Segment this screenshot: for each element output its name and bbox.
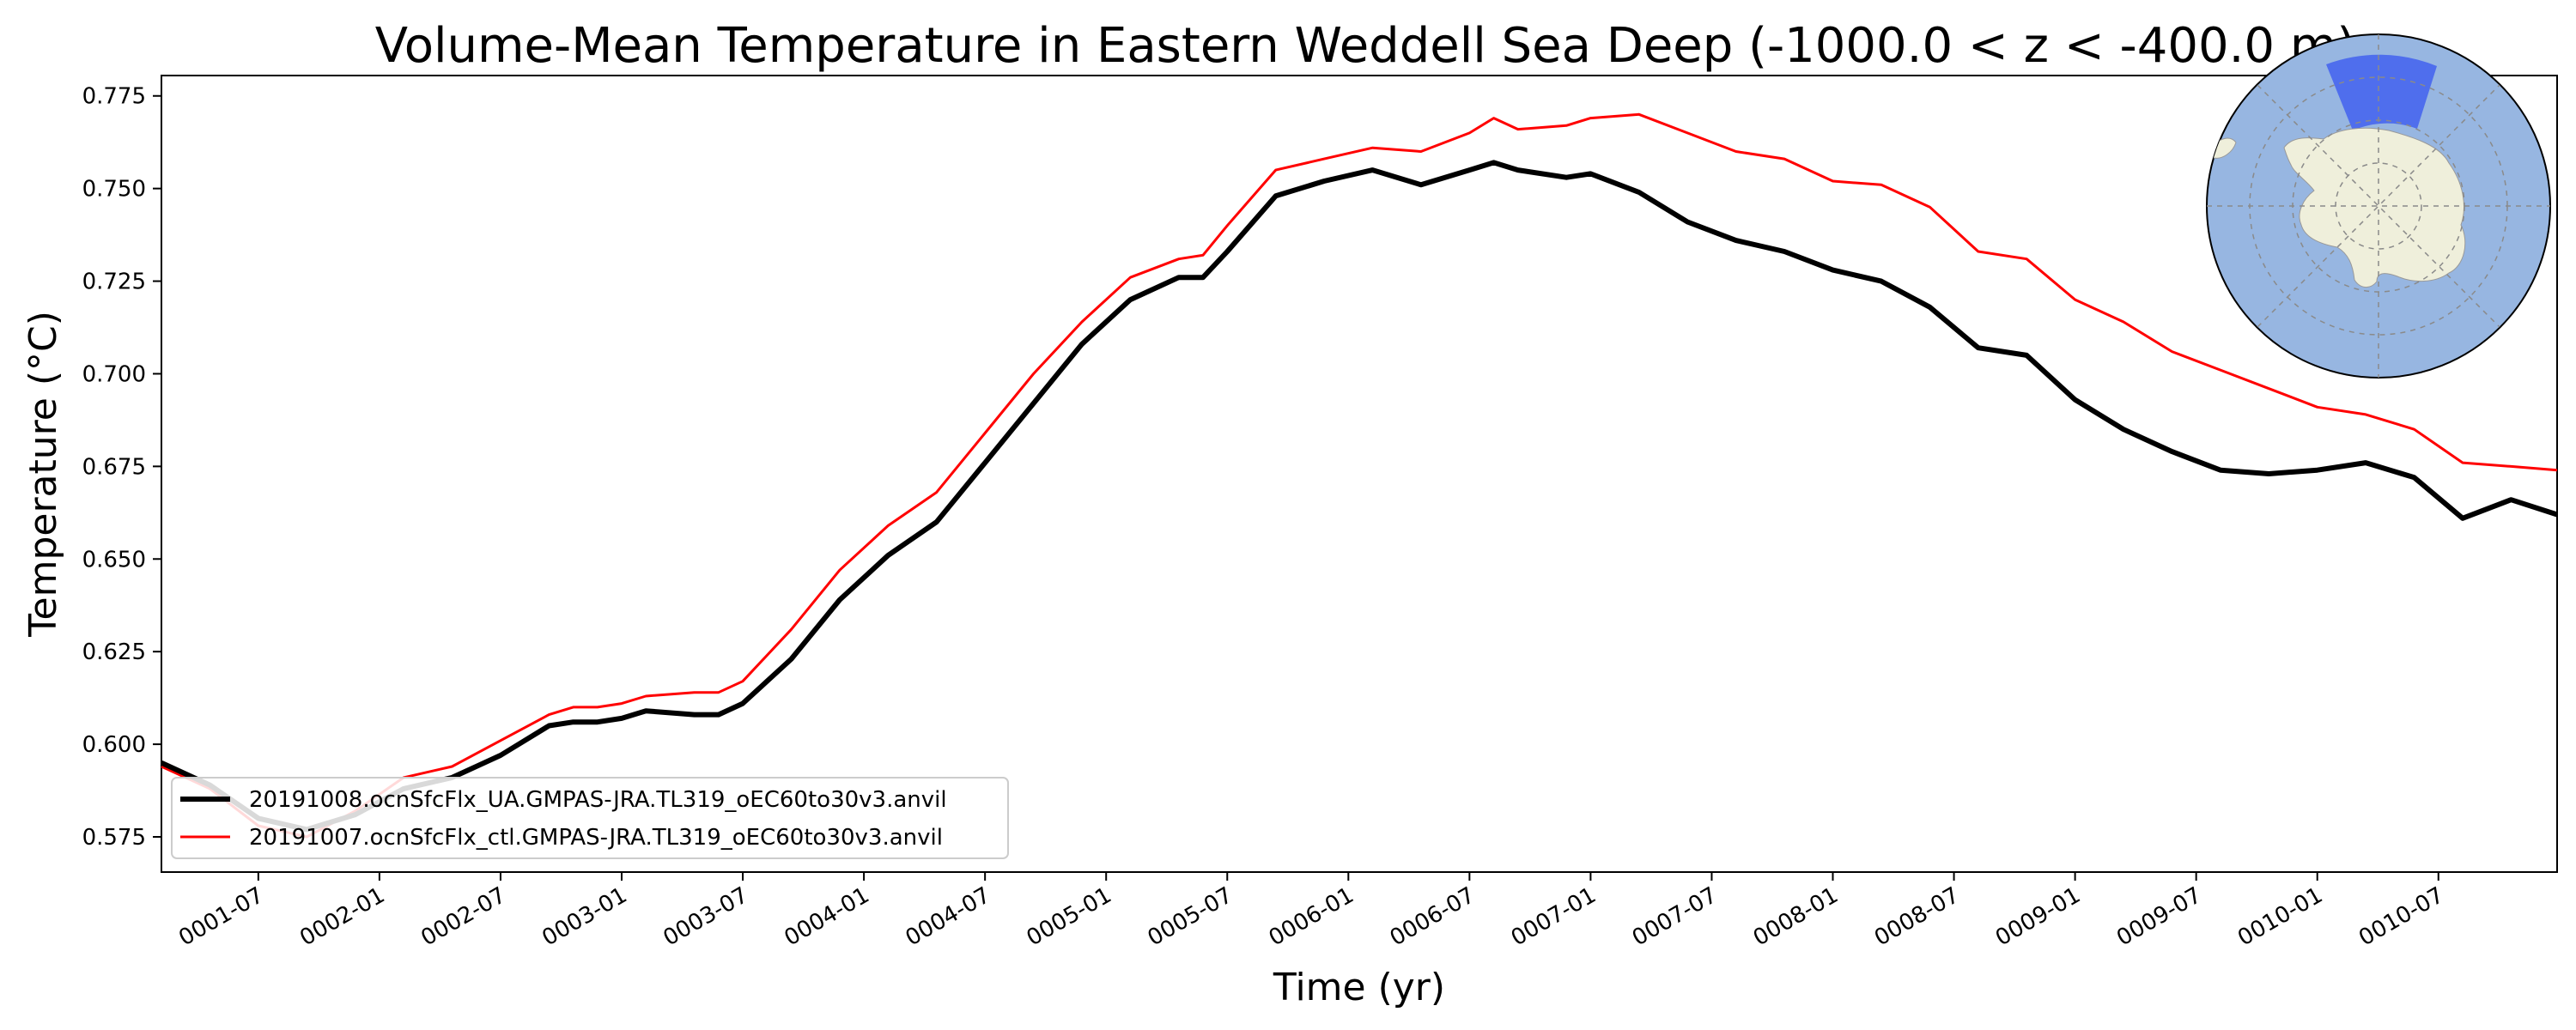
map-selected-region [2326, 54, 2437, 130]
x-tick-label: 0003-07 [659, 882, 752, 951]
x-tick-label: 0008-01 [1749, 882, 1843, 951]
plot-area [161, 75, 2558, 873]
map-graticule [2207, 34, 2550, 378]
x-tick-label: 0005-01 [1023, 882, 1116, 951]
y-tick-label: 0.575 [82, 825, 146, 851]
legend-entry-ua: 20191008.ocnSfcFlx_UA.GMPAS-JRA.TL319_oE… [249, 787, 947, 813]
x-tick-label: 0007-07 [1628, 882, 1722, 951]
plot-frame [161, 75, 2558, 873]
x-tick-label: 0008-07 [1870, 882, 1964, 951]
y-tick-label: 0.725 [82, 270, 146, 295]
x-tick-label: 0003-01 [538, 882, 631, 951]
x-tick-label: 0009-07 [2112, 882, 2206, 951]
x-axis: 0001-07 0002-01 0002-07 0003-01 0003-07 0004-… [174, 872, 2448, 951]
x-tick-label: 0001-07 [174, 882, 268, 951]
y-tick-label: 0.750 [82, 177, 146, 203]
inset-map [2206, 33, 2551, 379]
y-tick-label: 0.775 [82, 84, 146, 110]
x-tick-label: 0005-07 [1144, 882, 1237, 951]
series-line-ctl [161, 112, 2558, 839]
legend-entry-ctl: 20191007.ocnSfcFlx_ctl.GMPAS-JRA.TL319_o… [249, 825, 943, 851]
x-tick-label: 0010-07 [2354, 882, 2448, 951]
y-tick-label: 0.650 [82, 547, 146, 573]
x-tick-label: 0010-01 [2233, 882, 2327, 951]
x-tick-label: 0009-01 [1991, 882, 2085, 951]
x-tick-label: 0004-01 [781, 882, 874, 951]
y-tick-label: 0.625 [82, 639, 146, 665]
y-tick-label: 0.675 [82, 454, 146, 480]
x-tick-label: 0007-01 [1507, 882, 1601, 951]
y-tick-label: 0.700 [82, 361, 146, 387]
map-land-fragment [2213, 137, 2237, 159]
chart-title: Volume-Mean Temperature in Eastern Wedde… [375, 18, 2356, 74]
x-axis-label: Time (yr) [1273, 966, 1445, 1009]
x-tick-label: 0006-01 [1265, 882, 1358, 951]
y-axis: 0.575 0.600 0.625 0.650 0.675 0.700 0.725 0.750… [82, 84, 161, 851]
x-tick-label: 0002-01 [295, 882, 389, 951]
legend: 20191008.ocnSfcFlx_UA.GMPAS-JRA.TL319_oE… [171, 777, 1009, 859]
x-tick-label: 0002-07 [416, 882, 510, 951]
y-tick-label: 0.600 [82, 732, 146, 758]
x-tick-label: 0006-07 [1386, 882, 1479, 951]
x-tick-label: 0004-07 [902, 882, 995, 951]
legend-box [171, 777, 1009, 859]
series-layer [160, 112, 2558, 839]
y-axis-label: Temperature (°C) [21, 311, 65, 638]
series-line-ua [160, 160, 2558, 833]
